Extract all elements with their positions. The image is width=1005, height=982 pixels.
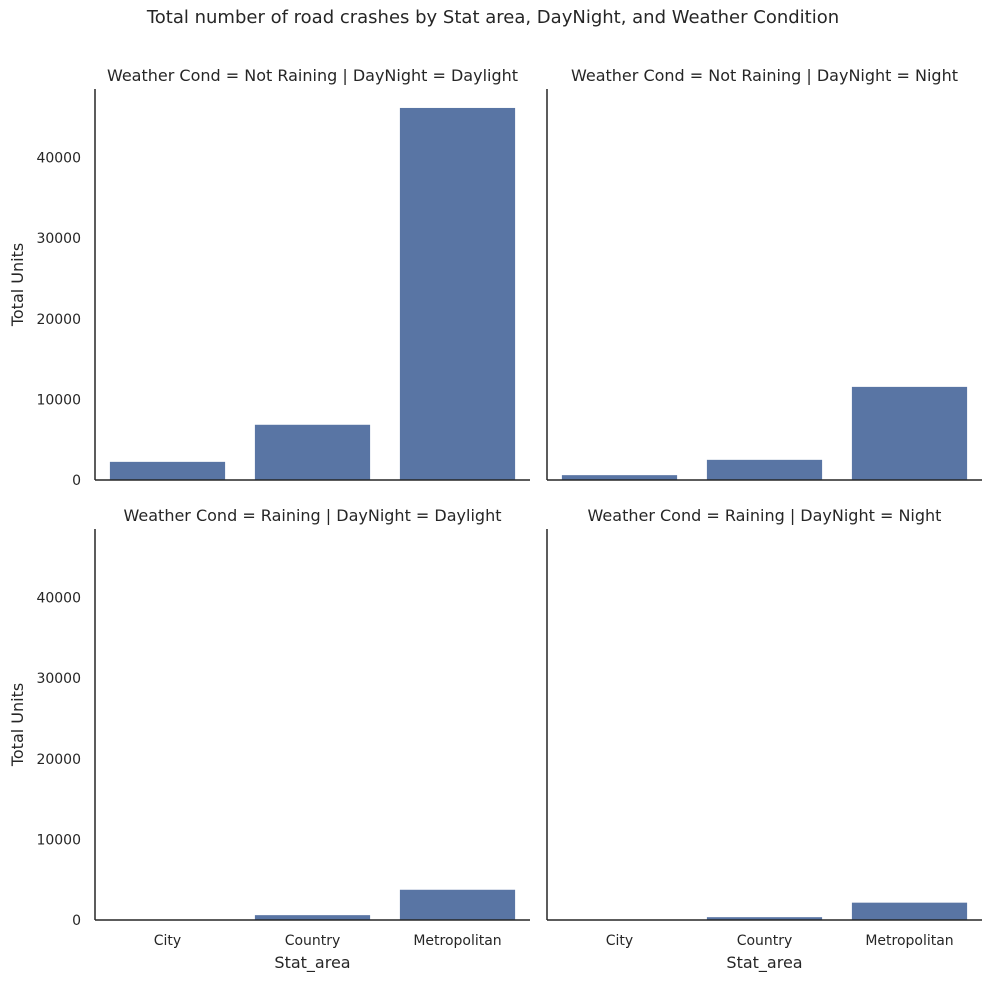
- facet-title-0: Weather Cond = Not Raining | DayNight = …: [107, 66, 518, 85]
- facet-title-2: Weather Cond = Raining | DayNight = Dayl…: [124, 506, 502, 525]
- bar-2-country: [254, 914, 371, 921]
- y-tick-label: 20000: [36, 752, 81, 768]
- y-tick-label: 10000: [36, 392, 81, 408]
- y-tick-label: 0: [72, 913, 81, 929]
- x-tick-label-metropolitan: Metropolitan: [413, 933, 501, 949]
- x-tick-label-country: Country: [737, 933, 793, 949]
- y-tick-label: 30000: [36, 231, 81, 247]
- y-tick-label: 30000: [36, 671, 81, 687]
- facet-title-1: Weather Cond = Not Raining | DayNight = …: [571, 66, 958, 85]
- x-tick-label-metropolitan: Metropolitan: [865, 933, 953, 949]
- y-tick-label: 40000: [36, 591, 81, 607]
- chart-title: Total number of road crashes by Stat are…: [146, 7, 840, 28]
- x-tick-label-city: City: [606, 933, 633, 949]
- y-axis-label: Total Units: [8, 243, 27, 327]
- y-tick-label: 0: [72, 473, 81, 489]
- facet-title-3: Weather Cond = Raining | DayNight = Nigh…: [588, 506, 942, 525]
- bar-1-metropolitan: [851, 386, 968, 481]
- x-axis-label: Stat_area: [274, 953, 350, 973]
- y-axis-label: Total Units: [8, 683, 27, 767]
- bar-1-city: [561, 474, 678, 481]
- bar-2-metropolitan: [399, 888, 516, 921]
- bar-0-city: [109, 461, 226, 481]
- y-tick-label: 40000: [36, 151, 81, 167]
- bar-0-country: [254, 423, 371, 481]
- bar-0-metropolitan: [399, 107, 516, 481]
- x-axis-label: Stat_area: [726, 953, 802, 973]
- x-tick-label-country: Country: [285, 933, 341, 949]
- bar-1-country: [706, 459, 823, 481]
- bar-3-metropolitan: [851, 901, 968, 921]
- y-tick-label: 20000: [36, 312, 81, 328]
- y-tick-label: 10000: [36, 832, 81, 848]
- x-tick-label-city: City: [154, 933, 181, 949]
